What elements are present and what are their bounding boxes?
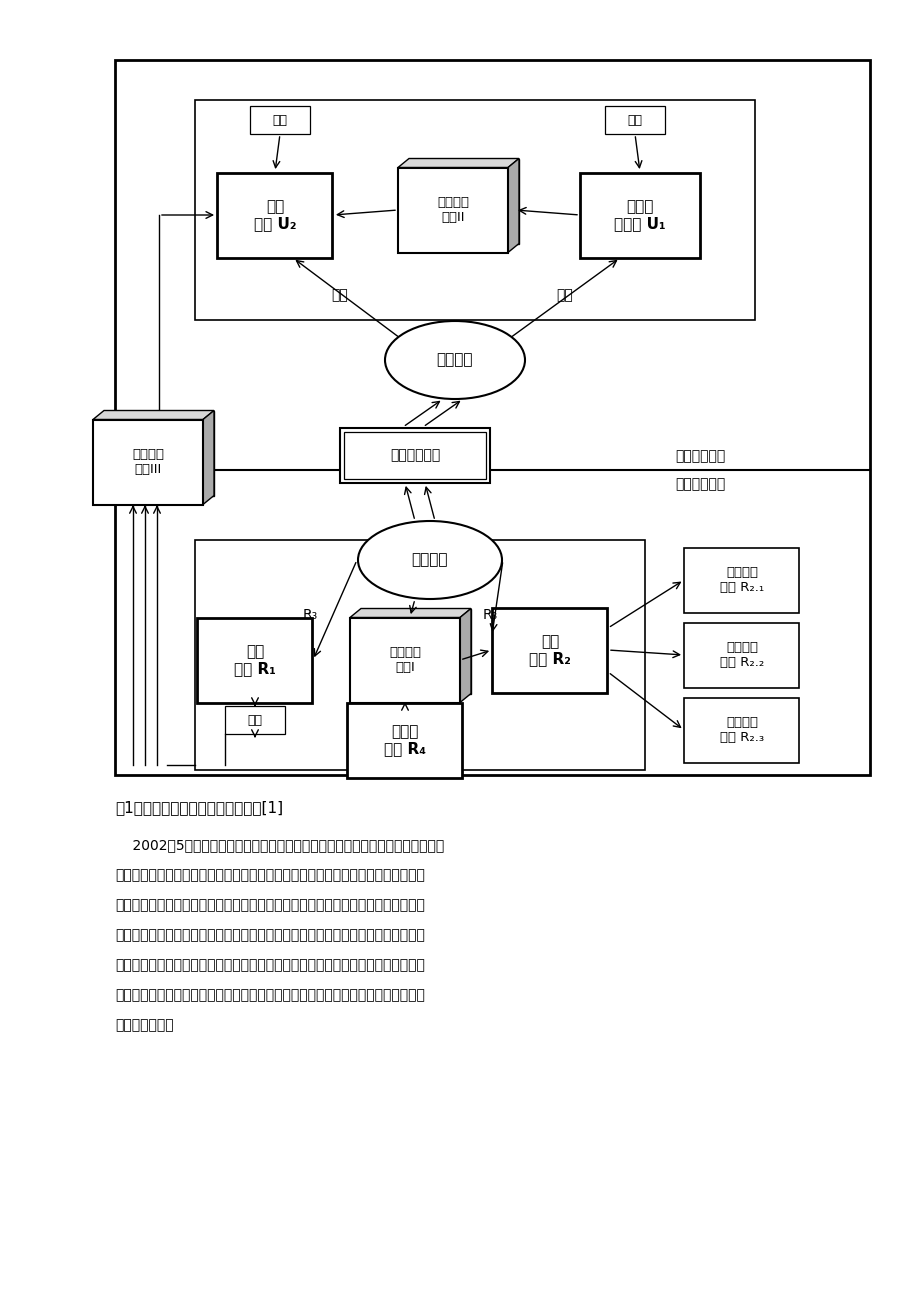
Text: 乡村集体: 乡村集体 [412,552,448,568]
Ellipse shape [384,322,525,398]
Bar [492,608,607,693]
Text: 公共建设
用地 R₂.₁: 公共建设 用地 R₂.₁ [720,566,764,594]
Text: 地方政府: 地方政府 [437,353,472,367]
Polygon shape [93,410,214,419]
Text: R₃: R₃ [482,608,497,622]
Bar [198,617,312,703]
Bar [684,698,799,763]
Text: 改革的同时，强化政府对于城市一级土地市场的完全垄断地位，形成政府控制下的房: 改革的同时，强化政府对于城市一级土地市场的完全垄断地位，形成政府控制下的房 [115,988,425,1003]
Bar [579,172,699,258]
Text: 未开发
土地 R₄: 未开发 土地 R₄ [383,724,425,756]
Bar [250,105,310,134]
Text: 2002年5月，国土资源部颁布了《招标拍卖挂牌出让国有土地使用权规定》，城: 2002年5月，国土资源部颁布了《招标拍卖挂牌出让国有土地使用权规定》，城 [115,838,444,852]
Bar [217,172,332,258]
Text: 灰色土地
市场I: 灰色土地 市场I [389,646,421,674]
Text: 出让: 出让 [331,288,348,302]
Text: 商业
用地 U₂: 商业 用地 U₂ [254,199,296,232]
Bar [409,159,518,243]
Bar [195,100,754,320]
Polygon shape [398,159,518,168]
Bar [605,105,664,134]
Text: 流转: 流转 [247,713,262,727]
Bar [195,540,644,769]
Text: 图1改革后的土地资源配置体系框架[1]: 图1改革后的土地资源配置体系框架[1] [115,799,283,815]
Text: 流转: 流转 [272,113,287,126]
Bar [104,410,214,496]
Bar [115,60,869,775]
Text: 流转: 流转 [627,113,641,126]
Text: 乡镇企业
用地 R₂.₂: 乡镇企业 用地 R₂.₂ [719,641,764,669]
Text: 平进一步提高。土地使用制度改革保证了房地产开发所需土地必须是城市国有土地，: 平进一步提高。土地使用制度改革保证了房地产开发所需土地必须是城市国有土地， [115,898,425,911]
Bar [347,703,462,777]
Text: 建设
用地 R₂: 建设 用地 R₂ [528,634,571,667]
Polygon shape [349,608,471,617]
Bar [360,608,471,694]
Bar [684,622,799,687]
Text: 了新的土地资源配置体系。中国土地制度改革的基本逻辑就是在促进土地制度市场化: 了新的土地资源配置体系。中国土地制度改革的基本逻辑就是在促进土地制度市场化 [115,958,425,973]
Text: R₃: R₃ [302,608,317,622]
Text: 城市国有土地: 城市国有土地 [675,449,724,464]
Text: 市经营性土地使用权必须采用招标、拍卖和挂牌的方式进行出让，城市土地市场化水: 市经营性土地使用权必须采用招标、拍卖和挂牌的方式进行出让，城市土地市场化水 [115,868,425,881]
Polygon shape [203,410,214,504]
Text: 划拨: 划拨 [556,288,573,302]
Bar [684,548,799,612]
Text: 国有单
位用地 U₁: 国有单 位用地 U₁ [614,199,665,232]
Polygon shape [460,608,471,703]
Bar [340,427,490,483]
Text: 集体所有土地: 集体所有土地 [675,477,724,491]
Polygon shape [507,159,518,253]
Bar [93,419,203,504]
Bar [344,431,485,479]
Text: 而且只能从政府手中购买，这使得政府完全垄断了城市房地产开发土地的供应，形成: 而且只能从政府手中购买，这使得政府完全垄断了城市房地产开发土地的供应，形成 [115,928,425,943]
Bar [349,617,460,703]
Text: 灰色土地
市场III: 灰色土地 市场III [131,448,164,477]
Bar [225,706,285,734]
Text: 灰色土地
市场II: 灰色土地 市场II [437,197,469,224]
Text: 地产开发活动。: 地产开发活动。 [115,1018,174,1032]
Ellipse shape [357,521,502,599]
Text: 农业
用地 R₁: 农业 用地 R₁ [233,643,276,676]
Text: 政府土地征用: 政府土地征用 [390,448,439,462]
Bar [398,168,507,253]
Text: 农村住宅
用地 R₂.₃: 农村住宅 用地 R₂.₃ [720,716,764,743]
